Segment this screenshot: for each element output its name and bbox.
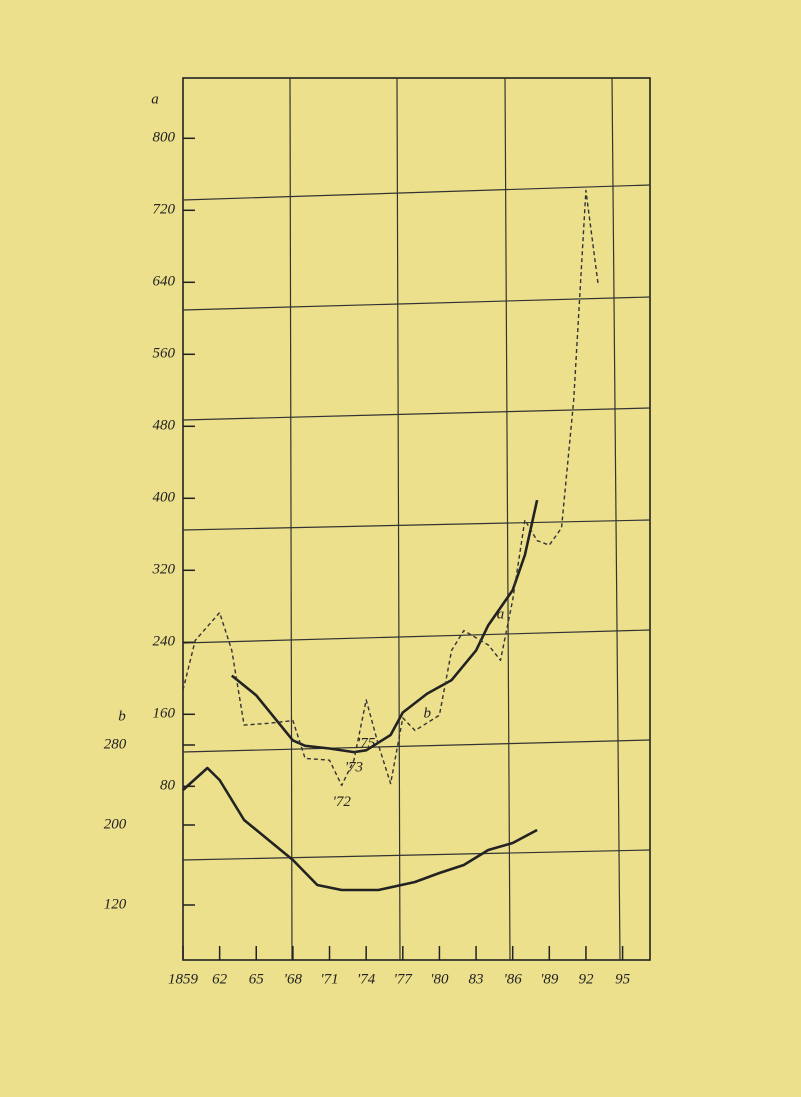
annotation: b [423,706,431,722]
y-tick-label: 320 [152,562,176,578]
x-tick-label: 62 [212,971,228,987]
frame-grid [182,77,651,961]
x-tick-label: '68 [284,971,303,987]
x-tick-label: 83 [469,971,484,987]
y-tick-label: 80 [160,778,176,794]
x-tick-label: 95 [615,971,631,987]
axis-label-b: b [118,708,126,724]
y2-tick-label: 120 [104,896,127,912]
series-line [230,499,539,754]
x-tick-label: '71 [320,971,338,987]
annotation: '73 [345,760,363,776]
y-tick-label: 560 [153,346,176,362]
x-tick-label: '80 [430,971,449,987]
annotation: a [497,607,505,623]
annotation: '72 [333,794,352,810]
y-tick-label: 640 [153,274,176,290]
x-tick-label: '86 [504,971,523,987]
x-tick-label: '89 [540,971,559,987]
x-tick-label: 65 [249,971,265,987]
series-line [182,189,599,787]
y-tick-label: 720 [153,202,176,218]
y-tick-label: 240 [153,634,176,650]
x-tick-label: 1859 [168,971,199,987]
y-tick-label: 800 [153,130,176,146]
y2-tick-label: 200 [104,816,127,832]
x-tick-label: '77 [394,971,414,987]
axis-label-a: a [151,91,159,107]
x-tick-label: 92 [578,971,594,987]
annotation: '75 [357,735,376,751]
y2-tick-label: 280 [104,736,127,752]
x-tick-label: '74 [357,971,376,987]
y-tick-label: 160 [153,706,176,722]
y-tick-label: 400 [153,490,176,506]
series-line [182,766,538,892]
y-tick-label: 480 [153,418,176,434]
